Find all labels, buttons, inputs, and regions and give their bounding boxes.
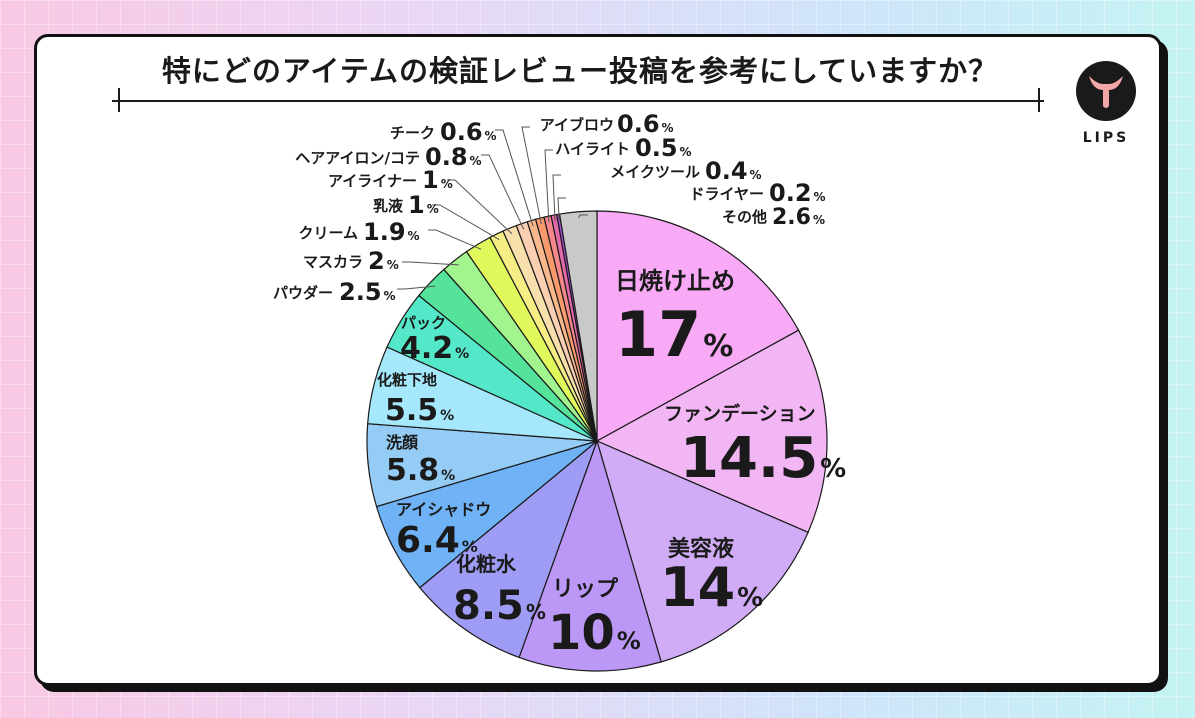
slice-value-10: 2%	[368, 247, 399, 275]
leader-line-19	[557, 197, 566, 221]
pie-slice-20	[558, 210, 598, 442]
slice-label-15: チーク	[390, 124, 435, 142]
slice-value-20: 2.6%	[772, 205, 825, 230]
slice-label-2: 美容液	[668, 536, 734, 562]
slice-label-3: リップ	[552, 577, 619, 602]
leader-line-15	[495, 129, 534, 227]
slice-label-1: ファンデーション	[664, 402, 816, 425]
slice-label-19: ドライヤー	[689, 185, 764, 203]
slice-value-11: 1.9%	[363, 218, 420, 246]
slice-label-9: パウダー	[273, 284, 333, 302]
chart-title: 特にどのアイテムの検証レビュー投稿を参考にしていますか？	[161, 54, 999, 88]
pie-slice-4	[418, 439, 599, 659]
slice-label-8: パック	[401, 314, 446, 332]
leader-line-20	[578, 214, 588, 218]
slice-label-0: 日焼け止め	[615, 267, 735, 295]
leader-line-10	[402, 261, 459, 266]
slice-label-17: ハイライト	[555, 140, 630, 158]
slice-label-20: その他	[722, 208, 767, 226]
lips-logo: LIPS	[1072, 60, 1140, 146]
slice-label-12: 乳液	[373, 197, 404, 215]
slice-value-9: 2.5%	[339, 278, 396, 306]
slice-value-19: 0.2%	[769, 179, 826, 207]
leader-line-18	[552, 174, 561, 221]
slice-label-13: アイライナー	[328, 172, 417, 190]
leader-line-13	[447, 179, 513, 235]
slice-label-14: ヘアアイロン/コテ	[295, 149, 420, 167]
title-rule-left-tick	[118, 88, 120, 112]
leader-line-16	[521, 126, 542, 225]
slice-value-15: 0.6%	[440, 118, 497, 146]
title-underline	[112, 100, 1044, 102]
slice-label-7: 化粧下地	[377, 371, 437, 389]
slice-label-18: メイクツール	[610, 163, 700, 181]
slice-value-6: 5.8%	[386, 453, 455, 488]
leader-line-12	[432, 204, 500, 240]
slice-label-5: アイシャドウ	[396, 500, 491, 519]
deer-icon	[1076, 61, 1136, 121]
slice-label-6: 洗顔	[386, 433, 419, 452]
logo-text: LIPS	[1082, 130, 1130, 146]
slice-value-17: 0.5%	[635, 134, 692, 162]
pie-slice-0	[596, 210, 800, 443]
slice-label-16: アイブロウ	[540, 116, 614, 134]
slice-label-4: 化粧水	[456, 552, 517, 576]
pie-slice-3	[518, 439, 662, 672]
pie-slice-1	[595, 329, 828, 534]
slice-value-18: 0.4%	[705, 157, 762, 185]
leader-line-17	[544, 149, 553, 223]
leader-line-14	[481, 154, 525, 230]
leader-line-9	[397, 285, 436, 290]
slice-value-12: 1%	[408, 191, 439, 219]
leader-line-11	[428, 229, 482, 250]
slice-value-14: 0.8%	[425, 143, 482, 171]
pie-slice-2	[596, 439, 809, 663]
slice-label-10: マスカラ	[303, 253, 363, 271]
slice-label-11: クリーム	[298, 224, 358, 242]
title-rule-right-tick	[1038, 88, 1040, 112]
